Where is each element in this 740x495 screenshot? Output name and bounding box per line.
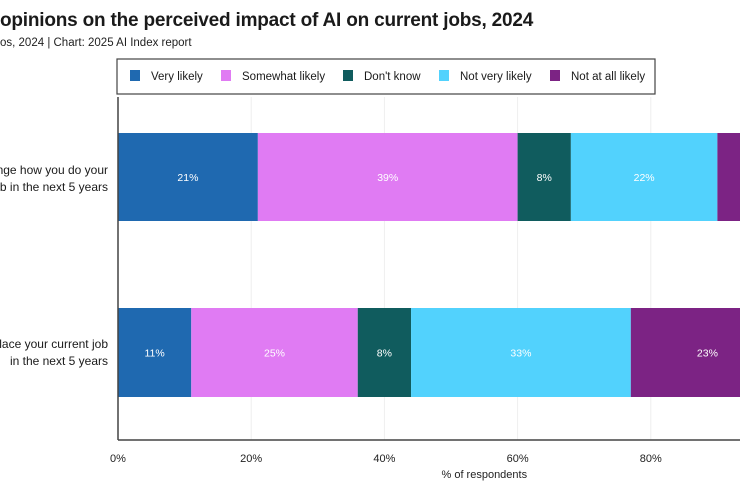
data-label: 25% [264, 348, 285, 360]
bar-segment [630, 308, 740, 397]
chart-subtitle: os, 2024 | Chart: 2025 AI Index report [0, 37, 192, 49]
data-label: 11% [145, 348, 165, 360]
bar-segment [118, 133, 258, 221]
bar-segment [517, 133, 571, 221]
legend-label: Not at all likely [571, 71, 645, 83]
x-tick-label: 20% [240, 453, 262, 465]
bar-segment [717, 133, 740, 221]
chart-title: opinions on the perceived impact of AI o… [0, 10, 534, 31]
legend-swatch [550, 70, 560, 81]
legend-label: Somewhat likely [242, 71, 325, 83]
legend-label: Not very likely [460, 71, 532, 83]
legend-label: Don't know [364, 71, 421, 83]
x-axis-title: % of respondents [441, 469, 527, 481]
category-label: ob in the next 5 years [0, 180, 108, 194]
legend-swatch [130, 70, 140, 81]
data-label: 8% [537, 172, 552, 184]
bar-segment [570, 133, 718, 221]
bar-segment [357, 308, 412, 397]
bar-segment [257, 133, 518, 221]
x-tick-label: 40% [373, 453, 395, 465]
data-label: 21% [177, 172, 198, 184]
x-tick-label: 80% [640, 453, 662, 465]
bar-segment [191, 308, 358, 397]
category-label: nge how you do your [0, 163, 108, 177]
bar-segment [411, 308, 631, 397]
legend-swatch [221, 70, 231, 81]
data-label: 23% [697, 348, 718, 360]
data-label: 33% [510, 348, 531, 360]
bar-segment [118, 308, 192, 397]
legend-swatch [343, 70, 353, 81]
data-label: 22% [634, 172, 655, 184]
x-tick-label: 0% [110, 453, 126, 465]
legend-box [116, 58, 656, 95]
data-label: 8% [377, 348, 392, 360]
category-label: in the next 5 years [10, 354, 108, 368]
legend-label: Very likely [151, 71, 203, 83]
legend-swatch [439, 70, 449, 81]
x-tick-label: 60% [507, 453, 529, 465]
category-label: lace your current job [0, 337, 108, 351]
data-label: 39% [377, 172, 398, 184]
